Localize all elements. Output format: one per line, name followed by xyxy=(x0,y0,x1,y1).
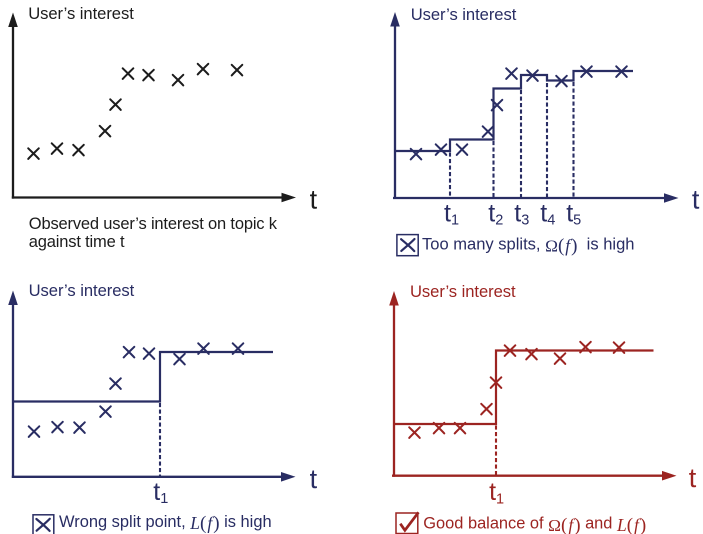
svg-text:User’s interest: User’s interest xyxy=(28,4,134,23)
svg-text:Too many splits, Ω(f) is high: Too many splits, Ω(f) is high xyxy=(422,234,634,256)
svg-text:t: t xyxy=(310,464,318,494)
svg-text:t: t xyxy=(692,185,700,215)
svg-text:User’s interest: User’s interest xyxy=(410,282,516,301)
svg-text:t: t xyxy=(310,185,318,215)
svg-text:Wrong split point, L(f) is hig: Wrong split point, L(f) is high xyxy=(59,513,272,534)
svg-text:User’s interest: User’s interest xyxy=(29,281,135,300)
svg-text:t: t xyxy=(689,463,697,493)
svg-text:Good balance of Ω(f) and L(f): Good balance of Ω(f) and L(f) xyxy=(423,515,646,534)
svg-text:Observed user’s interest on to: Observed user’s interest on topic k xyxy=(29,215,278,233)
svg-text:against time t: against time t xyxy=(29,233,125,251)
svg-text:User’s interest: User’s interest xyxy=(411,5,517,24)
